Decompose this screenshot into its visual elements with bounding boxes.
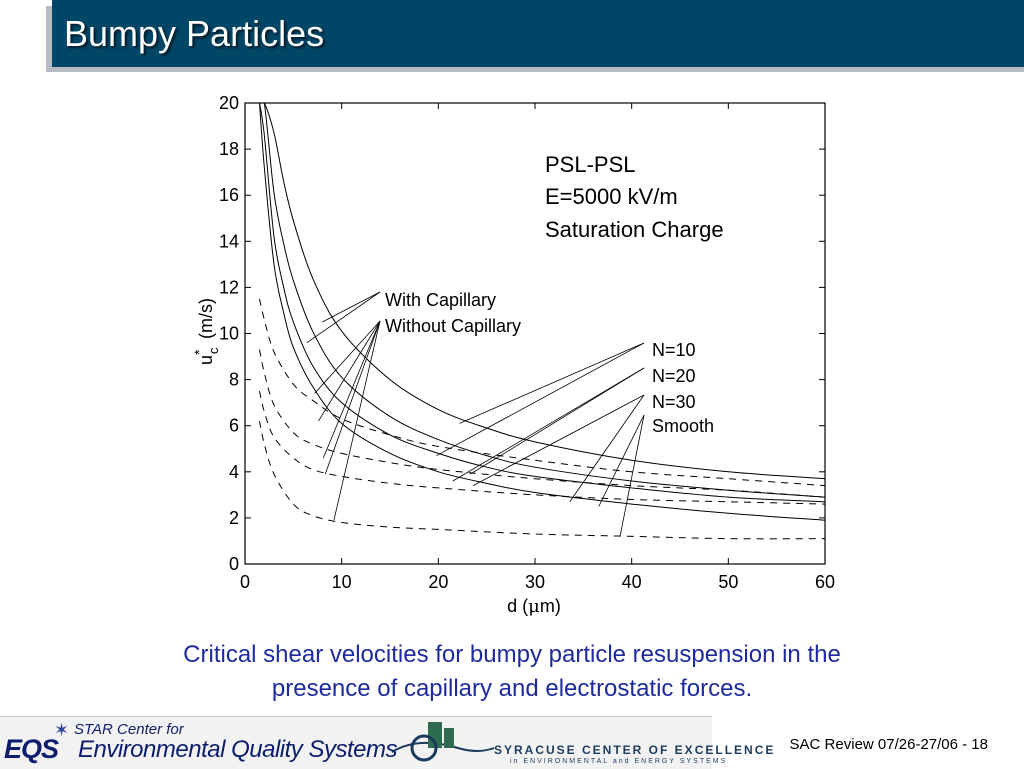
y-tick-label: 6 (229, 416, 239, 436)
y-tick-label: 16 (219, 185, 239, 205)
caption-line-2: presence of capillary and electrostatic … (271, 675, 753, 702)
slide-footer-text: SAC Review 07/26-27/06 - 18 (789, 736, 988, 753)
series-line-with-capillary-n30 (259, 103, 825, 503)
slide-caption: Critical shear velocities for bumpy part… (80, 638, 944, 706)
label-leader-line (459, 342, 645, 424)
x-tick-label: 50 (718, 572, 738, 592)
x-tick-label: 10 (332, 572, 352, 592)
label-leader-line (322, 320, 381, 459)
label-leader-line (306, 291, 381, 344)
annotation-line-1: PSL-PSL (545, 152, 636, 177)
slide-title: Bumpy Particles (64, 13, 325, 54)
x-tick-label: 60 (815, 572, 835, 592)
label-n30: N=30 (652, 392, 696, 412)
y-tick-label: 20 (219, 93, 239, 113)
series-line-without-capillary-n20 (259, 349, 825, 498)
annotation-line-3: Saturation Charge (545, 217, 724, 242)
label-leader-line (470, 367, 645, 475)
label-leader-line (318, 320, 381, 422)
label-leader-line (324, 320, 381, 475)
x-tick-label: 40 (622, 572, 642, 592)
caption-line-1: Critical shear velocities for bumpy part… (183, 641, 841, 668)
plot-frame (244, 102, 826, 565)
syracuse-emblem-icon (391, 722, 495, 762)
annotation-line-2: E=5000 kV/m (545, 184, 678, 209)
series-line-with-capillary-n20 (259, 103, 825, 498)
series-line-without-capillary-n10 (259, 298, 825, 487)
footer-logo-bar (0, 716, 712, 769)
label-leader-line (452, 367, 645, 482)
leader-line-group (306, 291, 645, 537)
label-without-capillary: Without Capillary (385, 316, 521, 336)
y-tick-label: 2 (229, 508, 239, 528)
label-leader-line (333, 320, 381, 521)
label-smooth: Smooth (652, 416, 714, 436)
y-tick-label: 10 (219, 324, 239, 344)
y-axis-label-unit: (m/s) (196, 298, 216, 339)
x-axis-label: d (μm) (507, 596, 561, 617)
title-bar (52, 0, 1024, 67)
y-axis-label-u: u (196, 355, 216, 365)
y-tick-label: 0 (229, 554, 239, 574)
y-axis-label-sub: c (206, 347, 221, 354)
y-tick-label: 12 (219, 277, 239, 297)
eqs-logo: EQS (4, 734, 59, 764)
y-tick-label: 18 (219, 139, 239, 159)
y-tick-label: 14 (219, 231, 239, 251)
label-n20: N=20 (652, 366, 696, 386)
label-n10: N=10 (652, 340, 696, 360)
series-line-with-capillary-n10 (259, 103, 825, 480)
label-leader-line (598, 414, 645, 507)
label-leader-line (322, 291, 381, 323)
y-tick-label: 4 (229, 462, 239, 482)
star-center-label: STAR Center for (74, 721, 184, 738)
y-axis-label-sup: * (191, 349, 207, 355)
eqs-center-name: Environmental Quality Systems (78, 736, 397, 763)
series-line-without-capillary-smooth (259, 420, 825, 540)
y-tick-label: 8 (229, 370, 239, 390)
chart: 0 10 20 30 40 50 60 0 2 4 6 8 10 12 14 16 18 20 PSL-PSL E… (191, 93, 835, 617)
y-axis-label: u c * (m/s) (191, 298, 221, 365)
series-line-with-capillary-smooth (259, 103, 825, 521)
x-tick-label: 0 (240, 572, 250, 592)
syracuse-title: SYRACUSE CENTER OF EXCELLENCE (494, 743, 776, 757)
star-icon: ✶ (54, 720, 70, 740)
x-tick-label: 30 (525, 572, 545, 592)
label-leader-line (436, 342, 645, 457)
curve-group (259, 103, 825, 540)
label-leader-line (569, 394, 645, 502)
x-tick-label: 20 (428, 572, 448, 592)
syracuse-subtitle: in ENVIRONMENTAL and ENERGY SYSTEMS (510, 758, 728, 765)
tick-group: 0 10 20 30 40 50 60 0 2 4 6 8 10 12 14 16 18 20 (219, 93, 835, 592)
label-leader-line (472, 394, 645, 486)
series-lines (259, 103, 825, 540)
label-leader-line (314, 320, 381, 394)
label-with-capillary: With Capillary (385, 290, 496, 310)
label-leader-line (619, 414, 645, 537)
